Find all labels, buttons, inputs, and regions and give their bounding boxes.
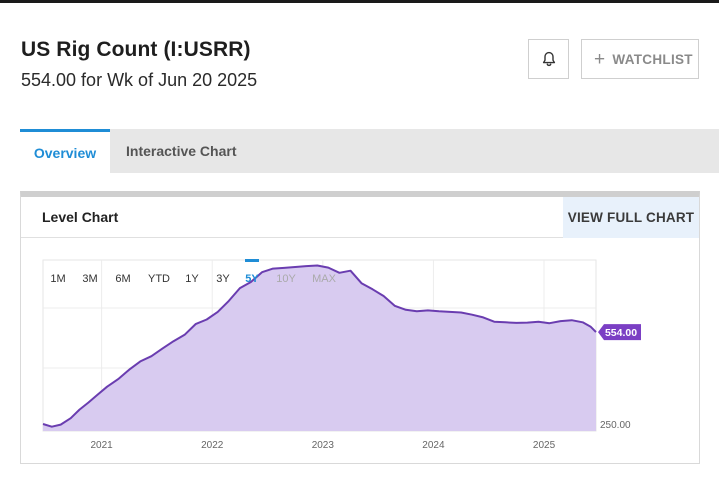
tab-interactive-chart[interactable]: Interactive Chart bbox=[126, 143, 237, 159]
bell-icon bbox=[542, 51, 555, 67]
plus-icon: + bbox=[594, 48, 606, 70]
range-button-1y[interactable]: 1Y bbox=[185, 273, 199, 285]
card-title: Level Chart bbox=[42, 209, 119, 225]
x-tick-label: 2021 bbox=[90, 440, 113, 451]
range-button-max: MAX bbox=[312, 273, 337, 285]
range-button-5y[interactable]: 5Y bbox=[245, 259, 259, 285]
active-range-indicator bbox=[245, 259, 259, 262]
current-value-badge bbox=[598, 324, 641, 341]
x-tick-label: 2023 bbox=[312, 440, 335, 451]
tab-overview[interactable]: Overview bbox=[20, 129, 110, 173]
range-button-6m[interactable]: 6M bbox=[115, 273, 130, 285]
range-button-3y[interactable]: 3Y bbox=[216, 273, 230, 285]
alert-button[interactable] bbox=[528, 39, 569, 79]
series-line bbox=[42, 264, 597, 428]
range-button-3m[interactable]: 3M bbox=[82, 273, 97, 285]
tab-bar: Overview Interactive Chart bbox=[20, 129, 719, 173]
top-bar bbox=[0, 0, 719, 3]
range-button-label: 1M bbox=[50, 273, 65, 285]
range-button-label: 10Y bbox=[276, 273, 296, 285]
range-button-label: 3M bbox=[82, 273, 97, 285]
x-tick-label: 2025 bbox=[533, 440, 556, 451]
y-axis-label: 250.00 bbox=[600, 420, 631, 431]
range-button-ytd[interactable]: YTD bbox=[148, 273, 170, 285]
range-button-label: 1Y bbox=[185, 273, 199, 285]
range-button-label: 3Y bbox=[216, 273, 230, 285]
card-header: Level Chart VIEW FULL CHART bbox=[21, 197, 699, 238]
page-title: US Rig Count (I:USRR) bbox=[21, 38, 251, 61]
range-button-10y: 10Y bbox=[276, 273, 296, 285]
page-subtitle: 554.00 for Wk of Jun 20 2025 bbox=[21, 70, 258, 90]
watchlist-label: WATCHLIST bbox=[612, 51, 693, 67]
level-chart: 2021 2022 2023 2024 2025 250.00 554.00 1M 3M 6M YT… bbox=[42, 259, 641, 451]
x-tick-label: 2024 bbox=[422, 440, 445, 451]
watchlist-button[interactable]: + WATCHLIST bbox=[581, 39, 699, 79]
x-tick-label: 2022 bbox=[201, 440, 224, 451]
view-full-chart-button[interactable]: VIEW FULL CHART bbox=[563, 197, 699, 238]
current-value-label: 554.00 bbox=[605, 327, 637, 339]
series-area bbox=[43, 265, 596, 431]
range-button-label: YTD bbox=[148, 273, 170, 285]
range-button-label: MAX bbox=[312, 273, 337, 285]
range-button-label: 6M bbox=[115, 273, 130, 285]
range-button-1m[interactable]: 1M bbox=[50, 273, 65, 285]
range-button-label: 5Y bbox=[245, 273, 259, 285]
